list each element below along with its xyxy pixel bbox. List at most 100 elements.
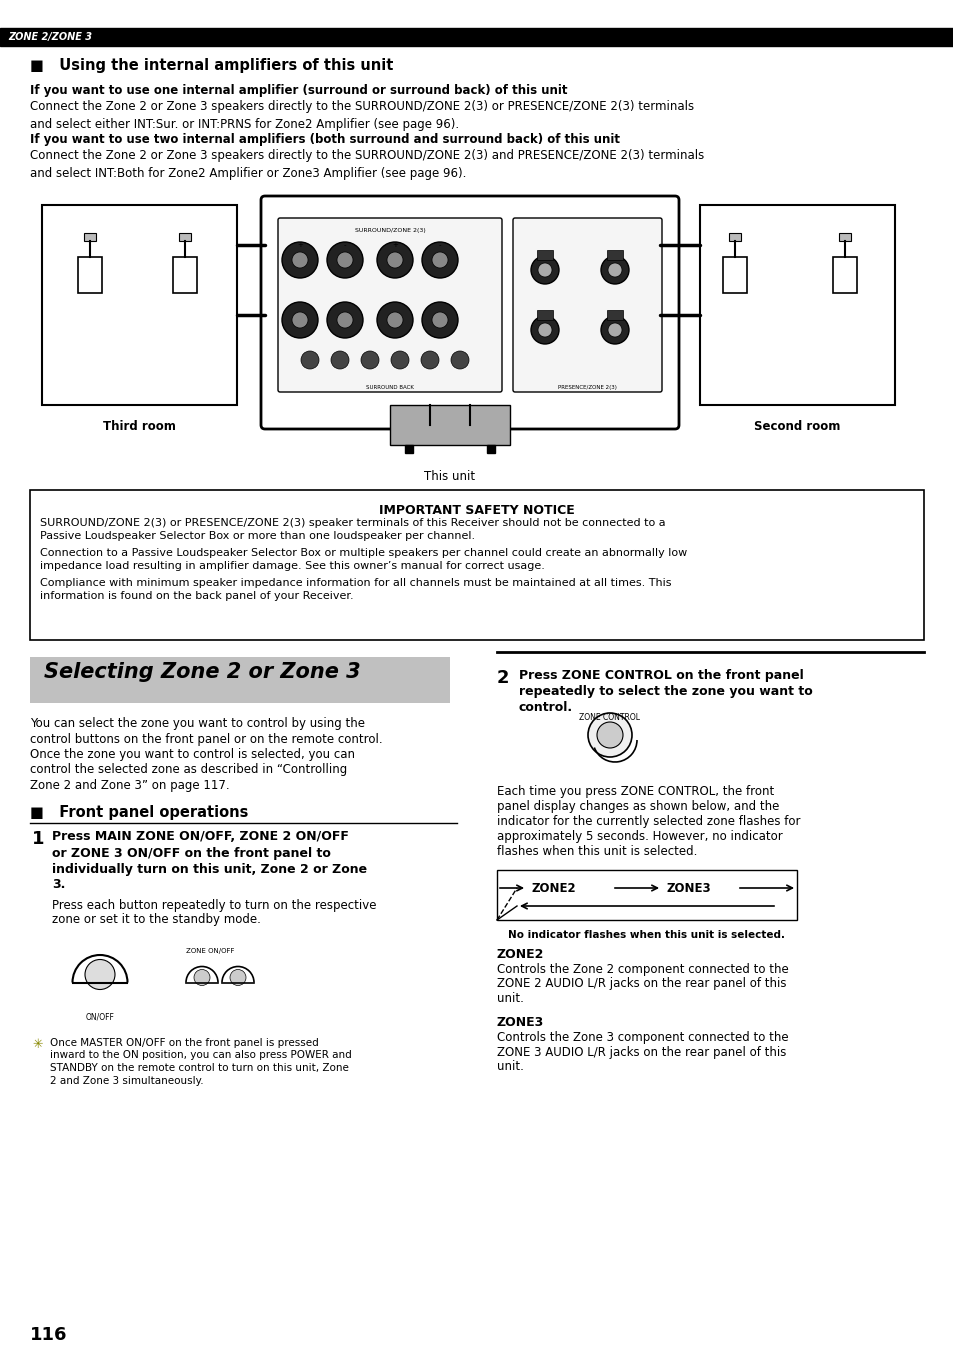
Circle shape	[607, 324, 621, 337]
Text: Press MAIN ZONE ON/OFF, ZONE 2 ON/OFF: Press MAIN ZONE ON/OFF, ZONE 2 ON/OFF	[52, 830, 349, 844]
Text: ✳: ✳	[32, 1038, 43, 1050]
Text: ZONE ON/OFF: ZONE ON/OFF	[186, 948, 234, 953]
Text: ZONE 2/ZONE 3: ZONE 2/ZONE 3	[8, 32, 91, 42]
Text: This unit: This unit	[424, 470, 475, 483]
Circle shape	[597, 723, 622, 748]
Circle shape	[387, 311, 402, 328]
Bar	[722, 257, 746, 293]
Text: ZONE 2 AUDIO L/R jacks on the rear panel of this: ZONE 2 AUDIO L/R jacks on the rear panel…	[497, 977, 785, 991]
Text: flashes when this unit is selected.: flashes when this unit is selected.	[497, 845, 697, 857]
Text: Selecting Zone 2 or Zone 3: Selecting Zone 2 or Zone 3	[44, 662, 360, 682]
Text: approximately 5 seconds. However, no indicator: approximately 5 seconds. However, no ind…	[497, 830, 781, 842]
FancyBboxPatch shape	[261, 195, 679, 429]
Text: ■   Front panel operations: ■ Front panel operations	[30, 805, 248, 820]
Circle shape	[451, 350, 469, 369]
Bar	[78, 257, 102, 293]
Circle shape	[292, 311, 308, 328]
Circle shape	[292, 252, 308, 268]
Text: -: -	[438, 243, 441, 248]
Text: impedance load resulting in amplifier damage. See this owner’s manual for correc: impedance load resulting in amplifier da…	[40, 561, 544, 572]
Text: Controls the Zone 2 component connected to the: Controls the Zone 2 component connected …	[497, 962, 788, 976]
Circle shape	[193, 969, 210, 985]
Bar	[172, 257, 196, 293]
Text: +: +	[296, 243, 303, 248]
Bar	[537, 310, 553, 319]
Circle shape	[327, 302, 363, 338]
Text: zone or set it to the standby mode.: zone or set it to the standby mode.	[52, 913, 260, 926]
Circle shape	[376, 243, 413, 278]
Bar	[30, 656, 450, 704]
Circle shape	[537, 263, 552, 276]
Text: -: -	[343, 243, 346, 248]
FancyBboxPatch shape	[513, 218, 661, 392]
Text: ZONE CONTROL: ZONE CONTROL	[578, 713, 639, 723]
Text: Press each button repeatedly to turn on the respective: Press each button repeatedly to turn on …	[52, 899, 376, 911]
Circle shape	[432, 311, 448, 328]
Bar	[537, 249, 553, 260]
Circle shape	[301, 350, 318, 369]
Text: SURROUND/ZONE 2(3): SURROUND/ZONE 2(3)	[355, 228, 425, 233]
Text: STANDBY on the remote control to turn on this unit, Zone: STANDBY on the remote control to turn on…	[50, 1064, 349, 1073]
Text: Passive Loudspeaker Selector Box or more than one loudspeaker per channel.: Passive Loudspeaker Selector Box or more…	[40, 531, 475, 541]
Bar	[700, 205, 894, 404]
Circle shape	[376, 302, 413, 338]
Circle shape	[607, 263, 621, 276]
Text: Each time you press ZONE CONTROL, the front: Each time you press ZONE CONTROL, the fr…	[497, 785, 774, 798]
Circle shape	[282, 302, 317, 338]
Text: ZONE3: ZONE3	[497, 1016, 543, 1030]
Circle shape	[282, 243, 317, 278]
Text: You can select the zone you want to control by using the: You can select the zone you want to cont…	[30, 717, 365, 731]
Text: ZONE2: ZONE2	[532, 882, 576, 895]
Text: 2: 2	[497, 669, 509, 687]
Circle shape	[531, 315, 558, 344]
Text: repeatedly to select the zone you want to: repeatedly to select the zone you want t…	[518, 685, 812, 698]
Text: 2 and Zone 3 simultaneously.: 2 and Zone 3 simultaneously.	[50, 1077, 203, 1086]
Text: indicator for the currently selected zone flashes for: indicator for the currently selected zon…	[497, 816, 800, 828]
Text: PRESENCE/ZONE 2(3): PRESENCE/ZONE 2(3)	[558, 386, 617, 390]
Text: ■   Using the internal amplifiers of this unit: ■ Using the internal amplifiers of this …	[30, 58, 393, 73]
Text: ZONE2: ZONE2	[497, 948, 544, 961]
Bar	[606, 310, 622, 319]
Text: control.: control.	[518, 701, 573, 714]
Circle shape	[327, 243, 363, 278]
Bar	[606, 249, 622, 260]
Circle shape	[336, 311, 353, 328]
Text: unit.: unit.	[497, 1061, 523, 1073]
Bar	[728, 233, 740, 241]
Text: SURROUND/ZONE 2(3) or PRESENCE/ZONE 2(3) speaker terminals of this Receiver shou: SURROUND/ZONE 2(3) or PRESENCE/ZONE 2(3)…	[40, 518, 665, 528]
Circle shape	[420, 350, 438, 369]
Text: Connect the Zone 2 or Zone 3 speakers directly to the SURROUND/ZONE 2(3) or PRES: Connect the Zone 2 or Zone 3 speakers di…	[30, 100, 694, 131]
Bar	[84, 233, 96, 241]
Bar	[42, 205, 236, 404]
Text: control the selected zone as described in “Controlling: control the selected zone as described i…	[30, 763, 347, 776]
Circle shape	[85, 960, 115, 989]
Circle shape	[531, 256, 558, 284]
Circle shape	[360, 350, 378, 369]
Text: Press ZONE CONTROL on the front panel: Press ZONE CONTROL on the front panel	[518, 669, 803, 682]
Bar	[832, 257, 856, 293]
Text: Zone 2 and Zone 3” on page 117.: Zone 2 and Zone 3” on page 117.	[30, 779, 230, 793]
Circle shape	[587, 713, 631, 758]
Text: inward to the ON position, you can also press POWER and: inward to the ON position, you can also …	[50, 1050, 352, 1061]
Text: ZONE3: ZONE3	[666, 882, 711, 895]
Circle shape	[230, 969, 246, 985]
Text: Third room: Third room	[103, 421, 175, 433]
Text: 3.: 3.	[52, 879, 66, 891]
Bar	[405, 445, 413, 453]
Text: or ZONE 3 ON/OFF on the front panel to: or ZONE 3 ON/OFF on the front panel to	[52, 847, 331, 860]
Text: 1: 1	[32, 830, 45, 848]
Text: Once MASTER ON/OFF on the front panel is pressed: Once MASTER ON/OFF on the front panel is…	[50, 1038, 318, 1047]
Text: individually turn on this unit, Zone 2 or Zone: individually turn on this unit, Zone 2 o…	[52, 863, 367, 875]
Text: SURROUND BACK: SURROUND BACK	[366, 386, 414, 390]
Text: information is found on the back panel of your Receiver.: information is found on the back panel o…	[40, 590, 354, 601]
Circle shape	[600, 256, 628, 284]
Bar	[838, 233, 850, 241]
Text: Once the zone you want to control is selected, you can: Once the zone you want to control is sel…	[30, 748, 355, 762]
Text: Second room: Second room	[754, 421, 840, 433]
Text: 116: 116	[30, 1326, 68, 1344]
Text: panel display changes as shown below, and the: panel display changes as shown below, an…	[497, 799, 779, 813]
Circle shape	[537, 324, 552, 337]
Circle shape	[421, 302, 457, 338]
Text: If you want to use one internal amplifier (surround or surround back) of this un: If you want to use one internal amplifie…	[30, 84, 567, 97]
Text: Connect the Zone 2 or Zone 3 speakers directly to the SURROUND/ZONE 2(3) and PRE: Connect the Zone 2 or Zone 3 speakers di…	[30, 150, 703, 181]
